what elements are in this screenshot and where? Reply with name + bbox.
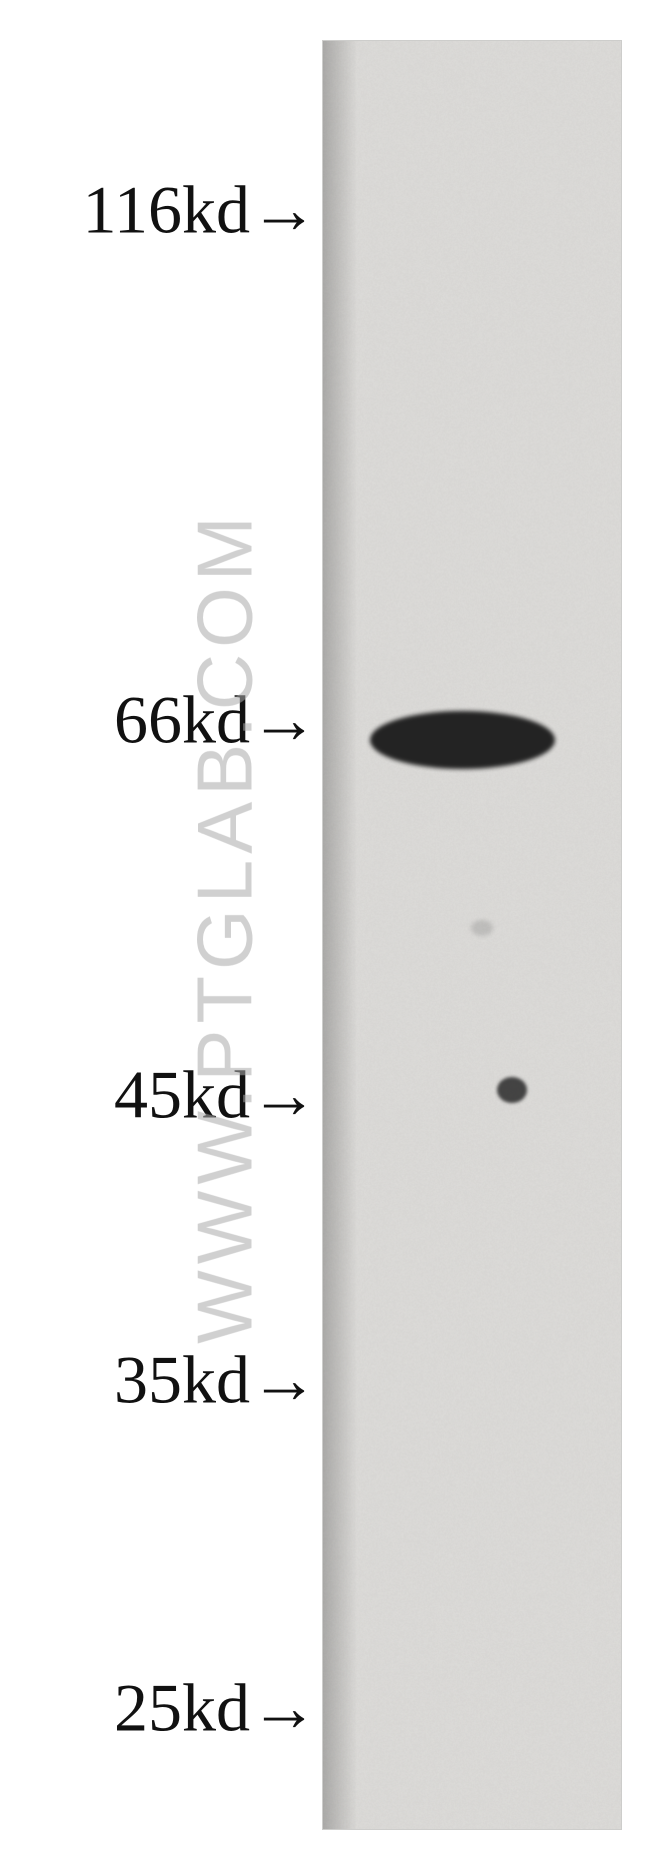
band-2 <box>471 920 493 936</box>
mw-marker-4: 25kd→ <box>0 1669 318 1748</box>
watermark-text: WWW.PTGLAB.COM <box>180 510 271 1344</box>
mw-marker-3: 35kd→ <box>0 1341 318 1420</box>
mw-marker-0: 116kd→ <box>0 171 318 250</box>
band-1 <box>497 1077 527 1103</box>
band-0 <box>370 711 555 769</box>
mw-marker-2: 45kd→ <box>0 1056 318 1135</box>
mw-marker-1: 66kd→ <box>0 681 318 760</box>
membrane-lane <box>322 40 622 1830</box>
lane-left-shadow <box>323 41 357 1829</box>
blot-figure: 116kd→ 66kd→ 45kd→ 35kd→ 25kd→ WWW.PTGLAB.CO… <box>0 0 650 1855</box>
lane-noise-canvas <box>323 41 621 1829</box>
